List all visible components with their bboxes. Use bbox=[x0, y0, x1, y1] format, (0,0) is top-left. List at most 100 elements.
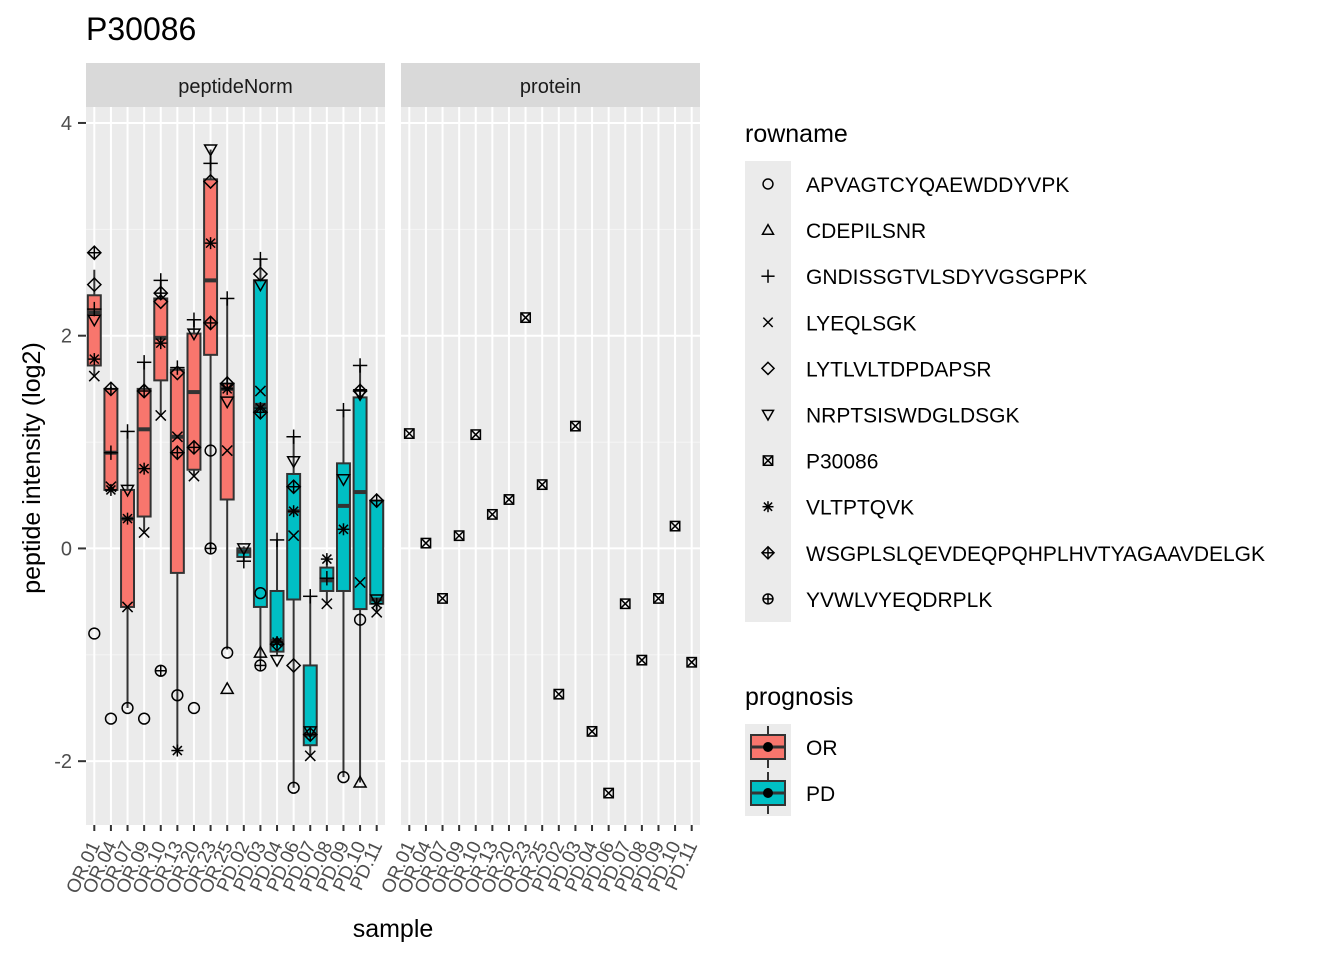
point-diamond bbox=[169, 365, 186, 381]
legend-rowname-entry: LYTLVLTDPDAPSR bbox=[760, 358, 992, 381]
legend-rowname-label: NRPTSISWDGLDSGK bbox=[806, 405, 1020, 428]
protein-point bbox=[470, 429, 482, 441]
point-triangle bbox=[352, 774, 368, 788]
box-body bbox=[136, 387, 152, 518]
legend-prognosis: prognosis OR PD bbox=[745, 683, 853, 816]
protein-point bbox=[569, 420, 581, 432]
box-OR.04 bbox=[103, 386, 119, 491]
legend-rowname-entry: WSGPLSLQEVDEQPQHPLHVTYAGAAVDELGK bbox=[760, 543, 1265, 566]
point-circle bbox=[137, 712, 151, 725]
point-diamond-plus bbox=[369, 492, 385, 509]
point-plus bbox=[186, 312, 202, 327]
legend-prognosis-entry: OR bbox=[745, 724, 838, 770]
panel-bg-peptideNorm bbox=[86, 107, 385, 825]
point-plus bbox=[120, 424, 135, 439]
legend-rowname: rowname APVAGTCYQAEWDDYVPK CDEPILSNR GNDIS… bbox=[745, 120, 1265, 622]
strip-protein bbox=[401, 63, 700, 107]
legend-key-square-cross bbox=[762, 455, 774, 467]
legend-key-triangle-down bbox=[761, 409, 775, 422]
legend-prognosis-entries: OR PD bbox=[745, 724, 838, 816]
box-body bbox=[369, 499, 385, 605]
point-circle bbox=[353, 613, 367, 626]
protein-point bbox=[653, 593, 664, 604]
point-diamond-plus bbox=[169, 445, 186, 461]
protein-point bbox=[619, 598, 631, 610]
point-plus bbox=[303, 589, 318, 604]
legend-rowname-entry: NRPTSISWDGLDSGK bbox=[761, 405, 1020, 428]
protein-point bbox=[536, 479, 548, 491]
point-asterisk bbox=[320, 553, 333, 566]
point-asterisk bbox=[154, 337, 167, 350]
point-asterisk bbox=[287, 505, 300, 518]
legend-rowname-label: YVWLVYEQDRPLK bbox=[806, 589, 992, 612]
point-plus bbox=[336, 402, 351, 418]
point-circle bbox=[204, 444, 217, 457]
point-plus bbox=[170, 360, 185, 375]
point-diamond-plus bbox=[302, 726, 318, 743]
point-plus bbox=[286, 429, 301, 444]
point-cross bbox=[155, 409, 167, 422]
legend-key-dot bbox=[763, 788, 773, 798]
point-asterisk bbox=[370, 597, 383, 610]
box-PD.03 bbox=[252, 259, 268, 661]
point-diamond-plus bbox=[186, 439, 202, 456]
point-asterisk bbox=[337, 523, 350, 536]
point-plus bbox=[219, 291, 235, 306]
point-circle bbox=[88, 627, 101, 640]
point-triangle-down bbox=[286, 455, 301, 469]
point-triangle-down bbox=[302, 726, 318, 739]
box-body bbox=[252, 279, 268, 608]
legend-rowname-label: P30086 bbox=[806, 451, 878, 474]
point-asterisk bbox=[138, 462, 151, 475]
point-diamond bbox=[153, 293, 169, 310]
point-diamond-plus bbox=[219, 375, 235, 392]
point-triangle-down bbox=[236, 543, 252, 556]
y-tick-label: -2 bbox=[54, 751, 72, 773]
chart-title: P30086 bbox=[86, 11, 196, 47]
point-plus bbox=[236, 554, 252, 569]
point-cross bbox=[371, 606, 383, 618]
point-plus bbox=[103, 445, 119, 460]
point-plus bbox=[253, 251, 268, 267]
point-triangle-down bbox=[120, 484, 135, 498]
point-cross bbox=[321, 598, 333, 610]
point-asterisk bbox=[104, 483, 117, 496]
point-diamond bbox=[202, 173, 219, 190]
point-plus bbox=[153, 273, 168, 288]
box-body bbox=[186, 332, 202, 471]
legend-prognosis-title: prognosis bbox=[745, 683, 853, 711]
box-OR.20 bbox=[186, 319, 202, 477]
strip-peptideNorm bbox=[86, 63, 385, 107]
point-plus bbox=[203, 156, 218, 171]
point-cross bbox=[188, 470, 200, 482]
point-cross bbox=[171, 431, 183, 443]
panel-bg-protein bbox=[401, 107, 700, 825]
protein-point bbox=[486, 508, 498, 520]
legend-prognosis-label: PD bbox=[806, 783, 835, 806]
protein-point bbox=[586, 725, 598, 737]
legend-rowname-label: APVAGTCYQAEWDDYVPK bbox=[806, 174, 1069, 197]
y-tick-label: 2 bbox=[61, 326, 72, 348]
point-triangle-down bbox=[219, 396, 235, 410]
point-plus bbox=[87, 301, 102, 317]
protein-point bbox=[669, 520, 681, 532]
box-body bbox=[103, 387, 119, 491]
y-tick-label: 4 bbox=[61, 113, 72, 135]
legend-key-circle bbox=[762, 178, 774, 190]
protein-point bbox=[553, 688, 565, 700]
point-plus bbox=[136, 355, 152, 370]
legend-key-circle-plus bbox=[762, 593, 774, 605]
point-diamond bbox=[285, 657, 302, 674]
panel-protein: protein bbox=[401, 63, 700, 825]
point-asterisk bbox=[204, 237, 217, 250]
point-circle bbox=[187, 701, 201, 715]
facet-panels: peptideNorm protein bbox=[86, 63, 700, 825]
box-body bbox=[120, 488, 136, 608]
protein-point bbox=[403, 428, 415, 439]
point-cross bbox=[88, 370, 100, 382]
legend-rowname-label: WSGPLSLQEVDEQPQHPLHVTYAGAAVDELGK bbox=[806, 543, 1265, 566]
point-circle-plus bbox=[254, 659, 267, 672]
legend-rowname-label: GNDISSGTVLSDYVGSGPPK bbox=[806, 266, 1087, 289]
